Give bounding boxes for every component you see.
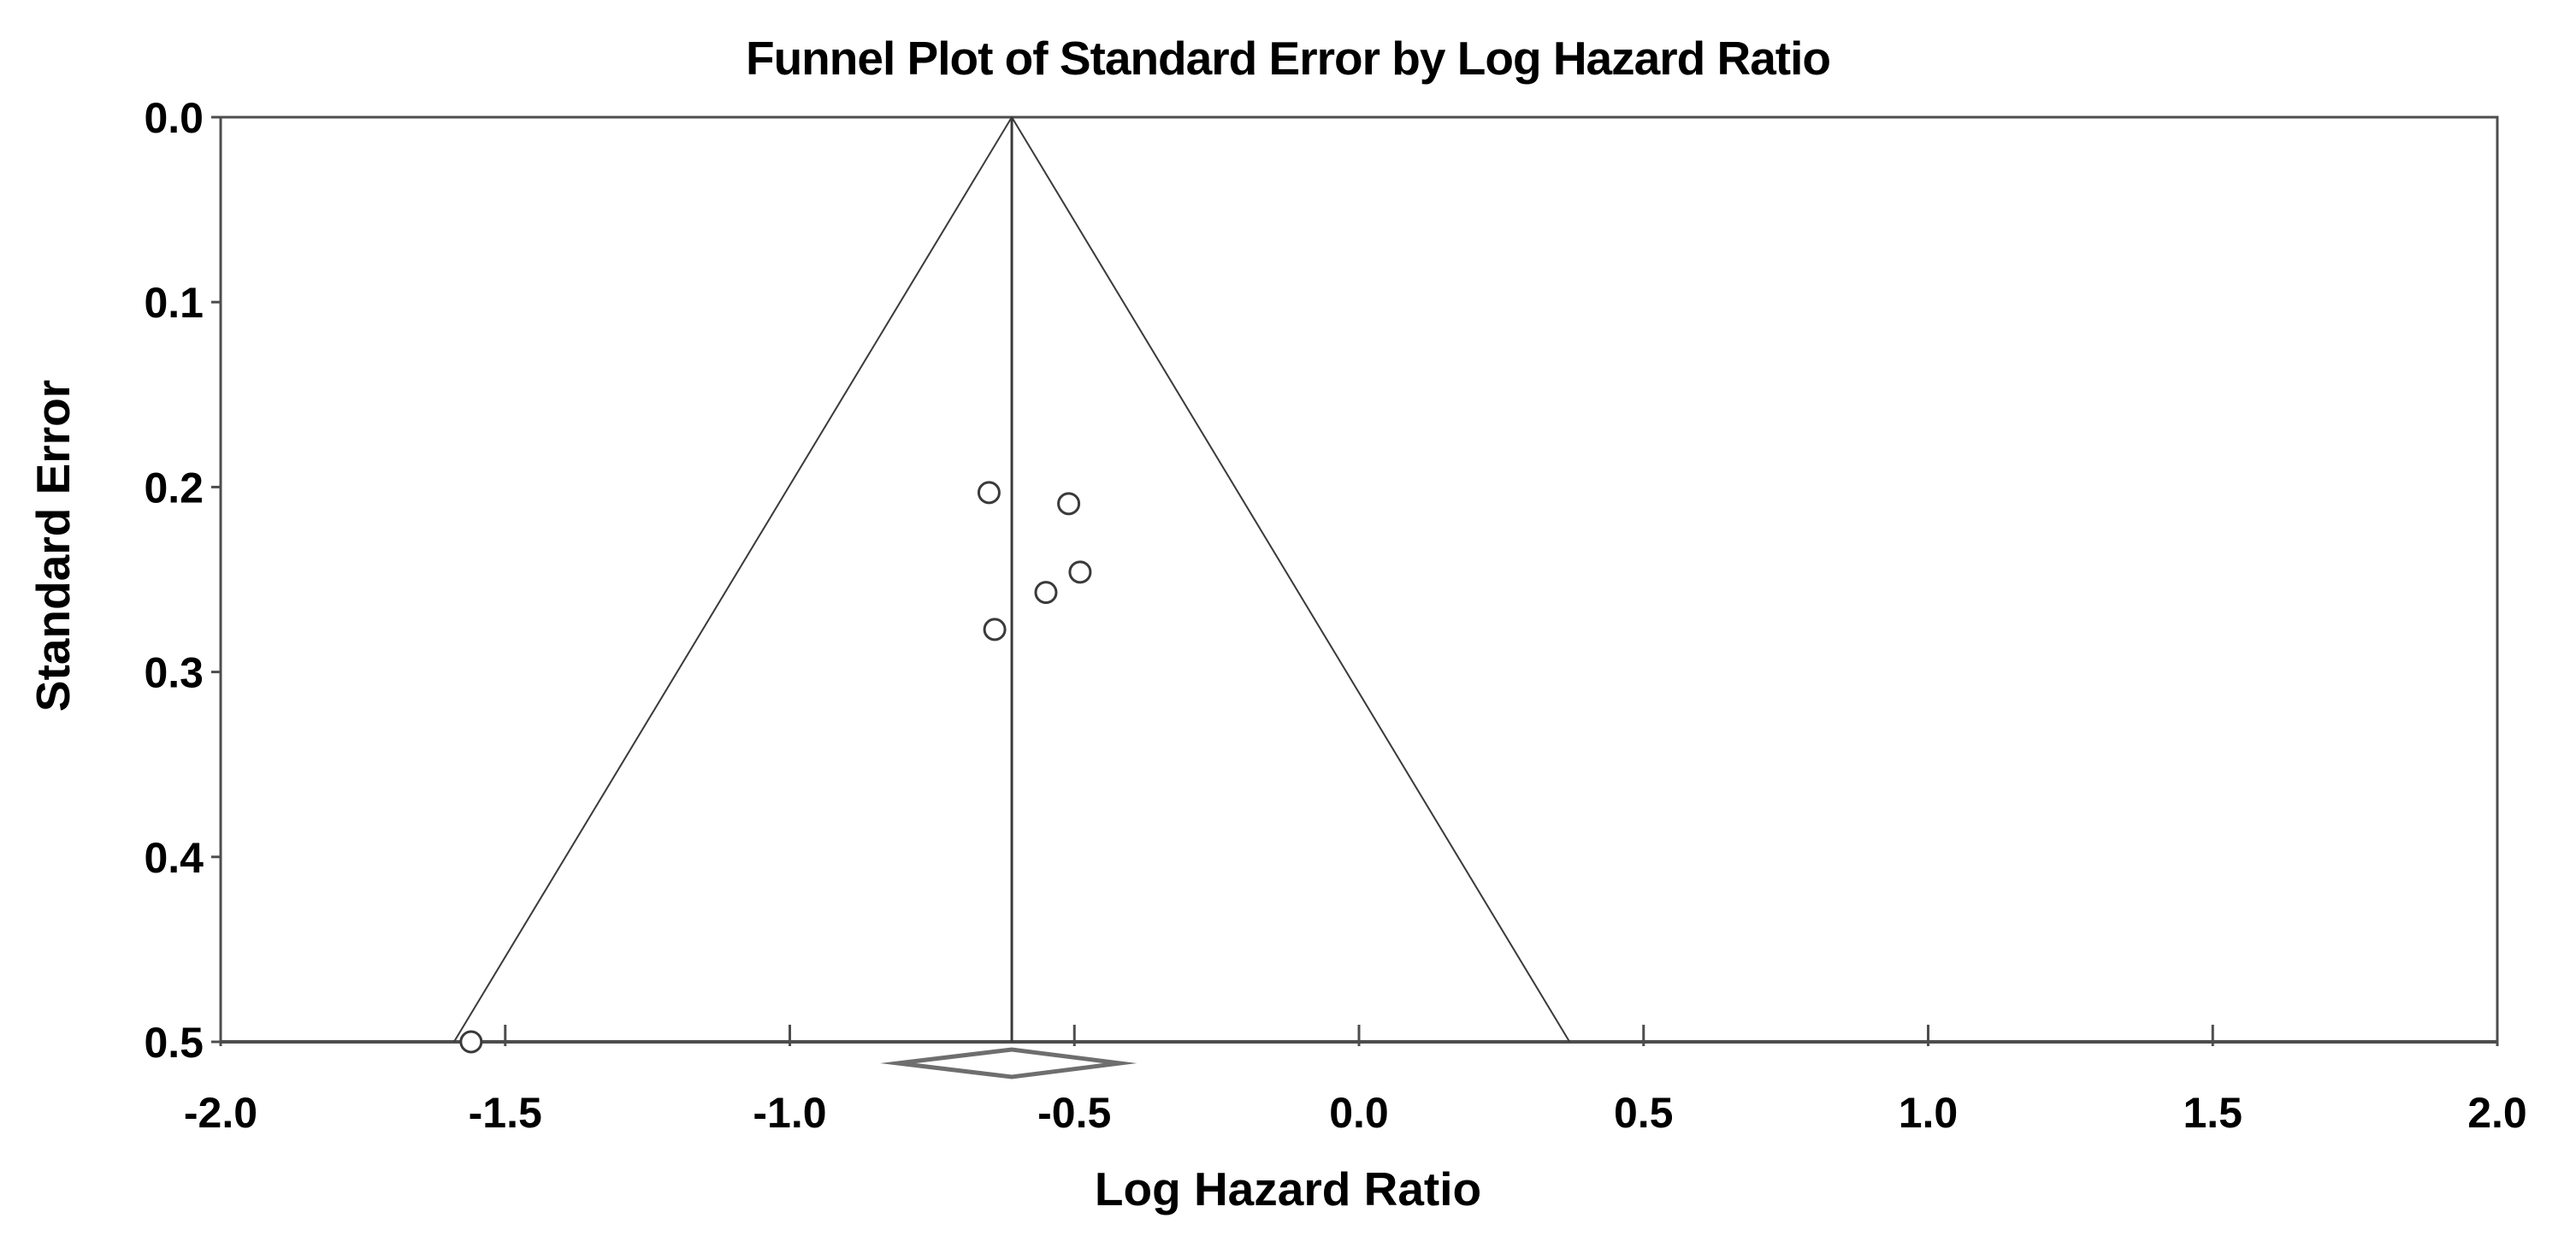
x-tick-label: 0.0 [1329, 1089, 1389, 1137]
data-point [1068, 560, 1092, 584]
x-tick-label: 1.0 [1899, 1089, 1959, 1137]
x-tick-label: -0.5 [1037, 1089, 1111, 1137]
y-tick-label: 0.0 [144, 94, 204, 142]
x-tick-label: -1.5 [469, 1089, 542, 1137]
plot-border [219, 115, 2499, 1044]
data-point [459, 1030, 483, 1054]
funnel-right-line [1011, 116, 1571, 1043]
data-point [1034, 581, 1058, 605]
x-tick-label: 0.5 [1614, 1089, 1674, 1137]
x-tick-label: -1.0 [753, 1089, 826, 1137]
chart-title: Funnel Plot of Standard Error by Log Haz… [745, 32, 1831, 85]
x-tick-label: -2.0 [184, 1089, 257, 1137]
data-point [1057, 492, 1081, 516]
y-tick-label: 0.1 [144, 279, 204, 327]
data-point [977, 481, 1001, 505]
y-tick-label: 0.5 [144, 1019, 204, 1067]
x-tick-label: 1.5 [2183, 1089, 2242, 1137]
y-tick-label: 0.3 [144, 649, 204, 697]
data-point [983, 618, 1007, 642]
x-tick-label: 2.0 [2467, 1089, 2527, 1137]
y-tick-label: 0.2 [144, 464, 204, 512]
pooled-estimate-diamond [879, 1047, 1137, 1079]
y-tick-label: 0.4 [144, 834, 204, 882]
funnel-left-line [452, 116, 1013, 1043]
x-axis-title: Log Hazard Ratio [1094, 1162, 1482, 1215]
